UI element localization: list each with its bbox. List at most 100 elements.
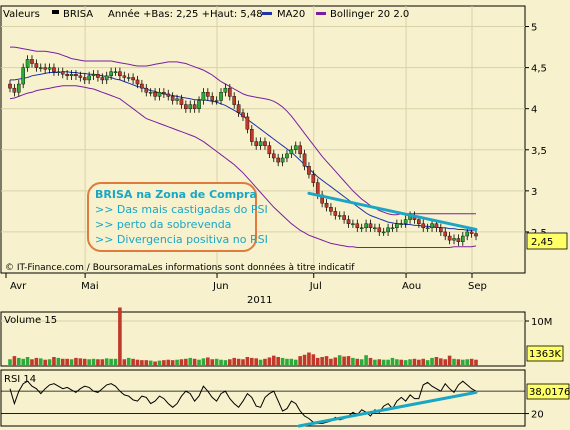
- volume-bar: [359, 359, 364, 366]
- annotation-box: BRISA na Zona de Compra >> Das mais cast…: [87, 182, 268, 252]
- ma20-swatch: [262, 12, 272, 15]
- volume-bar: [175, 359, 179, 366]
- volume-title: Volume 15: [4, 315, 57, 326]
- volume-bar: [241, 359, 245, 366]
- volume-bar: [162, 360, 166, 366]
- volume-bar: [249, 357, 254, 366]
- candle-body: [439, 227, 443, 233]
- volume-bar: [126, 357, 131, 366]
- bollinger-bands: [9, 46, 477, 248]
- volume-bar: [21, 358, 25, 366]
- candle-body: [109, 71, 113, 77]
- candle-body: [443, 231, 448, 237]
- rsi-trendline: [297, 390, 478, 428]
- volume-bar: [461, 359, 465, 366]
- rsi-ytick-label: 20: [531, 410, 544, 421]
- candle-body: [285, 153, 289, 159]
- candle-body: [289, 149, 294, 155]
- volume-bar: [434, 357, 439, 366]
- rsi-line: [9, 380, 477, 424]
- rsi-trendline-segment: [297, 390, 478, 428]
- candle-body: [293, 145, 298, 150]
- volume-bar: [43, 359, 47, 366]
- volume-bar: [30, 359, 34, 366]
- last-price-badge: [526, 232, 568, 250]
- annotation-line-1: >> Das mais castigadas do PSI: [95, 203, 268, 216]
- volume-bar: [271, 355, 276, 366]
- volume-bar: [452, 358, 456, 366]
- candle-body: [228, 87, 232, 97]
- candle-body: [377, 227, 382, 233]
- volume-bar: [104, 358, 109, 366]
- x-tick-label: Mai: [81, 281, 99, 292]
- x-axis: Avr Mai Jun Jul Aou Sep: [5, 273, 487, 292]
- volume-bar: [390, 357, 395, 366]
- volume-last-label: 1363K: [529, 349, 561, 360]
- volume-bar: [118, 307, 122, 366]
- header-bollinger: Bollinger 20 2.0: [330, 9, 409, 20]
- price-ytick-label: 4,5: [531, 64, 547, 75]
- candle-body: [232, 96, 237, 105]
- volume-bar: [78, 358, 83, 366]
- candle-body: [254, 141, 258, 146]
- volume-bar: [16, 357, 21, 366]
- volume-bar: [47, 359, 52, 366]
- candle-body: [210, 96, 215, 101]
- volume-bar: [469, 358, 474, 366]
- volume-bar: [184, 358, 188, 366]
- candle-body: [447, 235, 452, 241]
- candle-body: [465, 231, 470, 237]
- volume-bar: [192, 358, 197, 366]
- candle-body: [342, 215, 346, 220]
- price-ytick-label: 4: [531, 105, 537, 116]
- volume-bar: [74, 357, 78, 366]
- volume-panel: [0, 311, 526, 367]
- candle-body: [403, 219, 408, 224]
- volume-bar: [320, 357, 324, 366]
- candle-body: [170, 96, 175, 101]
- volume-bar: [148, 360, 153, 366]
- candle-body: [474, 233, 478, 237]
- candle-body: [74, 73, 78, 77]
- candle-body: [421, 223, 426, 229]
- volume-bar: [140, 360, 144, 366]
- candle-body: [206, 92, 210, 97]
- candle-body: [69, 73, 74, 77]
- candle-body: [430, 223, 434, 229]
- volume-bar: [311, 354, 316, 366]
- volume-bar: [386, 359, 390, 366]
- candle-body: [368, 223, 373, 229]
- candle-body: [373, 227, 377, 230]
- volume-bar: [65, 358, 69, 366]
- candle-body: [390, 227, 395, 230]
- volume-bar: [368, 357, 373, 366]
- candle-body: [175, 98, 179, 101]
- volume-bar: [425, 360, 430, 366]
- candle-body: [16, 83, 21, 93]
- candle-body: [337, 215, 342, 217]
- candle-body: [263, 141, 267, 146]
- annotation-title: BRISA na Zona de Compra: [95, 188, 257, 201]
- x-tick-label: Avr: [10, 281, 27, 292]
- candle-body: [188, 104, 193, 109]
- volume-bar: [56, 357, 61, 366]
- candle-body: [461, 235, 465, 242]
- volume-bar: [258, 359, 263, 366]
- price-trendline-segment: [307, 191, 478, 231]
- volume-bar: [135, 359, 140, 366]
- candle-body: [329, 207, 333, 212]
- volume-bar: [228, 359, 232, 366]
- price-ytick-label: 5: [531, 23, 537, 34]
- candle-body: [52, 67, 56, 72]
- volume-bar: [8, 359, 12, 366]
- candle-body: [395, 223, 399, 229]
- candle-body: [184, 104, 188, 109]
- x-tick-label: Jun: [212, 281, 229, 292]
- candle-body: [214, 100, 219, 102]
- candle-body: [25, 59, 30, 68]
- candle-body: [245, 116, 250, 130]
- volume-bar: [179, 359, 184, 366]
- candle-body: [315, 182, 320, 196]
- volume-bar: [412, 358, 417, 366]
